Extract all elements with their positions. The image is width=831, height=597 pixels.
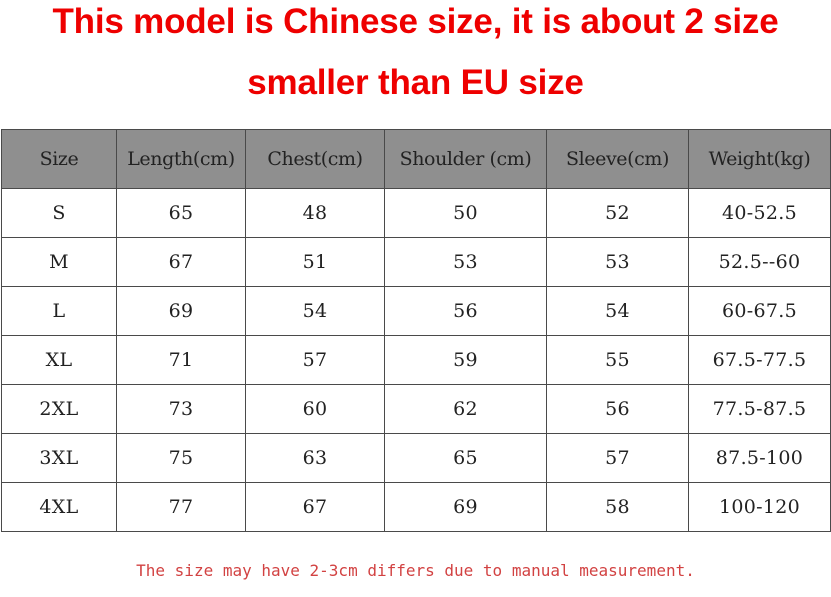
cell-size: 3XL: [1, 433, 117, 483]
column-header-length: Length(cm): [116, 129, 246, 189]
cell-size: L: [1, 286, 117, 336]
cell-chest: 67: [245, 482, 385, 532]
cell-weight: 52.5--60: [688, 237, 831, 287]
table-row: XL 71 57 59 55 67.5-77.5: [1, 335, 831, 385]
cell-size: 4XL: [1, 482, 117, 532]
cell-chest: 60: [245, 384, 385, 434]
column-header-shoulder: Shoulder (cm): [384, 129, 547, 189]
cell-sleeve: 57: [546, 433, 689, 483]
table-row: M 67 51 53 53 52.5--60: [1, 237, 831, 287]
cell-weight: 100-120: [688, 482, 831, 532]
cell-size: S: [1, 188, 117, 238]
table-row: 2XL 73 60 62 56 77.5-87.5: [1, 384, 831, 434]
cell-size: XL: [1, 335, 117, 385]
cell-shoulder: 69: [384, 482, 547, 532]
cell-chest: 51: [245, 237, 385, 287]
cell-shoulder: 62: [384, 384, 547, 434]
cell-weight: 67.5-77.5: [688, 335, 831, 385]
cell-shoulder: 59: [384, 335, 547, 385]
cell-shoulder: 56: [384, 286, 547, 336]
table-row: L 69 54 56 54 60-67.5: [1, 286, 831, 336]
cell-shoulder: 65: [384, 433, 547, 483]
cell-shoulder: 53: [384, 237, 547, 287]
cell-sleeve: 54: [546, 286, 689, 336]
cell-chest: 63: [245, 433, 385, 483]
table-header-row: Size Length(cm) Chest(cm) Shoulder (cm) …: [1, 129, 831, 189]
headline-line-1: This model is Chinese size, it is about …: [52, 2, 779, 41]
cell-size: 2XL: [1, 384, 117, 434]
cell-chest: 48: [245, 188, 385, 238]
cell-chest: 57: [245, 335, 385, 385]
cell-weight: 77.5-87.5: [688, 384, 831, 434]
cell-size: M: [1, 237, 117, 287]
cell-length: 71: [116, 335, 246, 385]
table-row: 3XL 75 63 65 57 87.5-100: [1, 433, 831, 483]
table-row: 4XL 77 67 69 58 100-120: [1, 482, 831, 532]
cell-length: 73: [116, 384, 246, 434]
cell-chest: 54: [245, 286, 385, 336]
column-header-sleeve: Sleeve(cm): [546, 129, 689, 189]
cell-sleeve: 53: [546, 237, 689, 287]
headline-line-2: smaller than EU size: [247, 63, 584, 102]
column-header-weight: Weight(kg): [688, 129, 831, 189]
cell-sleeve: 55: [546, 335, 689, 385]
cell-sleeve: 58: [546, 482, 689, 532]
cell-length: 67: [116, 237, 246, 287]
cell-length: 65: [116, 188, 246, 238]
cell-shoulder: 50: [384, 188, 547, 238]
column-header-chest: Chest(cm): [245, 129, 385, 189]
table-row: S 65 48 50 52 40-52.5: [1, 188, 831, 238]
cell-sleeve: 56: [546, 384, 689, 434]
cell-sleeve: 52: [546, 188, 689, 238]
size-chart-table: Size Length(cm) Chest(cm) Shoulder (cm) …: [1, 129, 831, 532]
cell-length: 69: [116, 286, 246, 336]
measurement-note: The size may have 2-3cm differs due to m…: [136, 561, 695, 580]
cell-length: 77: [116, 482, 246, 532]
cell-weight: 40-52.5: [688, 188, 831, 238]
column-header-size: Size: [1, 129, 117, 189]
cell-length: 75: [116, 433, 246, 483]
cell-weight: 60-67.5: [688, 286, 831, 336]
cell-weight: 87.5-100: [688, 433, 831, 483]
